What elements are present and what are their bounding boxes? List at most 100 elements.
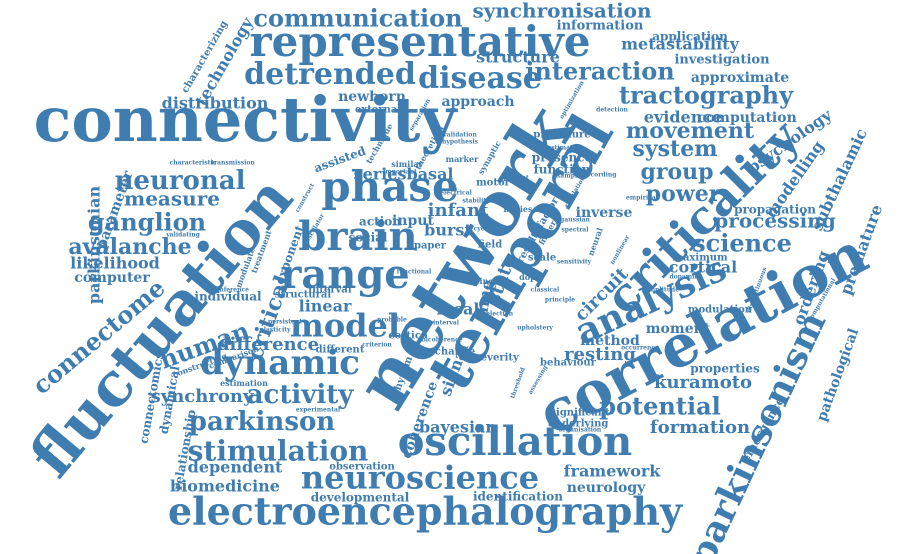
word-empirical: empirical [626,195,659,202]
word-hypothesis: hypothesis [442,139,479,146]
word-principle: principle [545,297,575,304]
word-application: application [652,30,728,44]
word-behaviour: behaviour [540,358,597,369]
word-procedure: procedure [533,130,590,141]
word-amplitude: amplitude [645,287,679,294]
word-phase: phase [321,162,458,211]
word-bayesian: bayesian [419,418,497,437]
word-activity: activity [247,380,355,410]
word-validating: validating [165,232,200,239]
word-functional: functional [397,269,432,276]
word-classical: classical [531,287,560,294]
word-developmental: developmental [311,491,410,505]
word-measure: measure [124,187,220,211]
word-bicoherence: bicoherence [421,337,462,344]
word-sensitivity: sensitivity [557,259,592,266]
word-local: local [437,300,480,319]
word-estimate: estimate [547,145,576,152]
word-formation: formation [650,417,750,438]
word-maximum: maximum [672,253,728,264]
word-power: power [646,181,721,207]
word-propagation: propagation [734,203,816,217]
word-dependent: dependent [188,458,283,477]
word-transmission: transmission [211,160,255,167]
word-connectivity: connectivity [34,83,459,156]
word-method: method [580,333,640,349]
word-resting: resting [564,344,636,365]
word-parkinson: parkinson [189,407,335,437]
word-kuramoto: kuramoto [654,372,752,393]
word-neurology: neurology [567,480,646,496]
word-dynamic: dynamic [200,343,360,383]
word-cycle: cycle [474,226,491,233]
word-electroencephalography: electroencephalography [168,489,683,534]
word-science: science [692,229,792,258]
word-communication: communication [253,4,462,33]
word-modulation: modulation [688,305,753,316]
word-recording: recording [584,172,618,179]
word-interval: interval [433,320,460,327]
word-paper: paper [414,241,447,252]
word-external: external [355,105,401,116]
word-framework: framework [564,462,662,481]
word-range: range [280,251,410,298]
word-presence: presence [532,151,593,165]
word-interval: interval [308,285,352,296]
word-plasticity: plasticity [260,327,291,334]
word-cortical: cortical [669,258,738,277]
word-linear: linear [299,297,352,316]
word-babies: babies [503,204,533,214]
word-difference: difference [217,334,319,355]
word-investigation: investigation [674,53,770,68]
word-ganglion: ganglion [88,208,206,237]
word-representative: representative [249,17,590,66]
word-observation: observation [329,462,395,473]
word-neuroscience: neuroscience [301,459,539,497]
word-detrended: detrended [244,57,416,92]
word-spectral: spectral [561,227,589,234]
word-upholstery: upholstery [517,325,553,332]
word-parkinsonian: parkinsonian [85,186,104,305]
word-evidence: evidence [644,108,722,127]
word-example: example [553,173,581,180]
word-avalanche: avalanche [68,234,191,260]
word-underlying: underlying [548,419,609,430]
word-function: function [534,163,591,177]
word-individual: individual [194,290,262,304]
word-inverse: inverse [576,205,633,221]
word-series: series [354,165,407,184]
word-important: important [383,169,417,176]
word-system: system [633,136,718,162]
word-dopamine: dopamine [669,274,702,281]
word-action: action [359,215,401,229]
word-persistent: persistent [268,319,302,326]
word-approximate: approximate [691,70,789,86]
word-structure: structure [476,48,560,67]
word-synchrony: synchrony [151,386,254,407]
word-neuronal: neuronal [114,166,245,196]
word-different: different [316,345,365,356]
word-newborn: newborn [338,89,406,105]
word-gaussian: gaussian [560,217,590,224]
word-infant: infant [428,200,489,221]
word-present: present [503,175,529,182]
word-model: model [290,307,400,345]
word-computer: computer [74,270,150,286]
word-computation: computation [697,110,796,126]
word-synchronisation: synchronisation [472,0,652,23]
word-scale: scale [528,253,556,264]
word-input: input [392,213,434,229]
word-movement: movement [626,118,755,144]
word-marker: marker [446,154,479,164]
word-group: group [640,159,713,185]
word-data: data [440,271,465,282]
word-structural: structural [275,290,332,301]
word-validation: validation [442,132,477,139]
word-interaction: interaction [525,57,674,86]
word-dopa: dopa [519,272,541,282]
word-information: information [557,19,644,34]
word-approach: approach [441,94,514,110]
word-occurrence: occurrence [621,345,659,352]
